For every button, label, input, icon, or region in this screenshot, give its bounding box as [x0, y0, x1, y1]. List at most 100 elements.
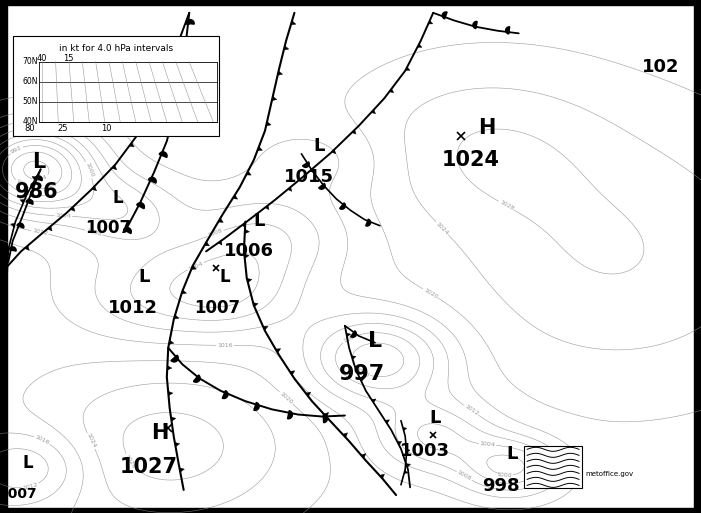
Text: 25: 25 [58, 124, 68, 133]
Polygon shape [17, 223, 24, 228]
Text: L: L [313, 137, 325, 155]
Polygon shape [191, 265, 196, 269]
Text: 1007: 1007 [0, 486, 37, 501]
Polygon shape [169, 340, 174, 345]
Text: L: L [429, 409, 440, 427]
Polygon shape [254, 402, 259, 410]
Polygon shape [171, 417, 176, 421]
Text: 997: 997 [339, 365, 385, 384]
Polygon shape [350, 331, 356, 338]
Text: 1004: 1004 [479, 441, 496, 448]
Text: 1000: 1000 [354, 366, 370, 378]
Text: 1008: 1008 [86, 228, 102, 237]
Text: 1012: 1012 [108, 299, 158, 317]
Polygon shape [361, 453, 366, 458]
Polygon shape [174, 99, 182, 104]
Polygon shape [175, 45, 180, 49]
Polygon shape [360, 378, 365, 382]
Polygon shape [352, 130, 356, 134]
Polygon shape [168, 126, 176, 131]
Text: 1016: 1016 [217, 343, 233, 348]
Text: 80: 80 [24, 124, 35, 133]
Text: 1024: 1024 [442, 150, 500, 170]
Text: 1004: 1004 [342, 332, 359, 344]
Polygon shape [143, 119, 148, 123]
Polygon shape [505, 27, 510, 34]
Text: 1020: 1020 [423, 287, 438, 300]
Polygon shape [253, 303, 258, 307]
Polygon shape [3, 272, 7, 276]
Text: 1020: 1020 [278, 391, 294, 405]
Polygon shape [407, 449, 410, 452]
Text: metoffice.gov: metoffice.gov [585, 470, 634, 477]
Polygon shape [35, 176, 42, 181]
Text: 102: 102 [641, 57, 679, 76]
Polygon shape [245, 229, 250, 234]
Polygon shape [242, 223, 246, 228]
Text: 1006: 1006 [224, 242, 274, 261]
Text: 1028: 1028 [124, 453, 137, 469]
Polygon shape [385, 420, 390, 424]
Polygon shape [70, 206, 75, 211]
Polygon shape [332, 149, 336, 154]
Polygon shape [92, 186, 97, 191]
Polygon shape [9, 247, 16, 251]
Polygon shape [291, 21, 296, 25]
Polygon shape [257, 147, 262, 151]
Polygon shape [149, 177, 156, 183]
Polygon shape [233, 195, 238, 199]
Polygon shape [428, 21, 433, 24]
Polygon shape [48, 226, 52, 231]
Polygon shape [287, 187, 292, 191]
Polygon shape [290, 371, 295, 375]
Polygon shape [417, 44, 422, 47]
Polygon shape [25, 246, 29, 250]
Text: L: L [368, 331, 382, 351]
Text: 1012: 1012 [463, 404, 479, 417]
Polygon shape [123, 228, 131, 233]
Text: 10: 10 [102, 124, 111, 133]
Polygon shape [442, 12, 447, 19]
Text: 996: 996 [18, 195, 30, 203]
Polygon shape [174, 315, 179, 319]
Text: 1003: 1003 [400, 442, 450, 461]
Polygon shape [473, 22, 477, 29]
Text: L: L [112, 188, 123, 207]
Text: 50N: 50N [22, 97, 38, 106]
Polygon shape [380, 474, 384, 479]
Polygon shape [403, 427, 407, 431]
Text: L: L [138, 268, 149, 286]
Text: 986: 986 [15, 183, 58, 202]
Polygon shape [278, 71, 283, 75]
Polygon shape [159, 152, 167, 157]
Text: 1000: 1000 [496, 471, 512, 478]
Text: 1007: 1007 [86, 219, 132, 238]
Polygon shape [168, 391, 173, 396]
Text: 1016: 1016 [34, 435, 50, 446]
Polygon shape [406, 464, 411, 467]
Text: 1004: 1004 [187, 261, 204, 271]
Polygon shape [247, 279, 252, 283]
Polygon shape [32, 176, 36, 180]
Polygon shape [275, 349, 280, 353]
Polygon shape [205, 242, 210, 246]
Polygon shape [246, 171, 251, 175]
Text: L: L [32, 152, 45, 171]
Polygon shape [129, 143, 134, 147]
Polygon shape [287, 411, 292, 419]
Polygon shape [11, 223, 15, 227]
Polygon shape [343, 433, 348, 438]
Polygon shape [265, 205, 269, 210]
Polygon shape [263, 326, 268, 330]
Polygon shape [183, 46, 191, 51]
Text: L: L [22, 453, 34, 472]
Polygon shape [284, 46, 289, 50]
Text: 1012: 1012 [22, 482, 39, 491]
Polygon shape [405, 67, 410, 70]
Polygon shape [323, 415, 327, 423]
Text: 1008: 1008 [207, 228, 224, 239]
Polygon shape [193, 375, 200, 382]
Polygon shape [404, 470, 408, 473]
Text: 992: 992 [10, 145, 23, 155]
Text: 998: 998 [482, 477, 519, 496]
